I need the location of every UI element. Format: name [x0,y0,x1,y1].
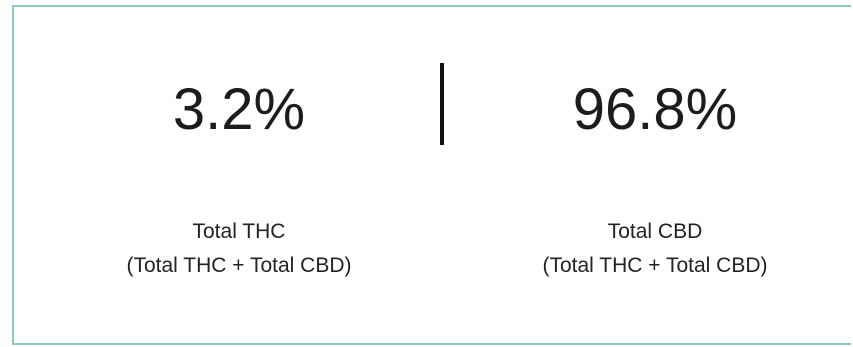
thc-label-formula: (Total THC + Total CBD) [126,254,352,277]
stat-divider [440,63,444,145]
cbd-label-formula: (Total THC + Total CBD) [542,254,768,277]
cannabinoid-ratio-card: 3.2% 96.8% Total THC (Total THC + Total … [12,5,851,345]
thc-percentage-value: 3.2% [172,77,306,142]
thc-label: Total THC (Total THC + Total CBD) [54,215,424,283]
cbd-percentage-value: 96.8% [572,77,738,142]
thc-label-title: Total THC [192,220,286,243]
cbd-label: Total CBD (Total THC + Total CBD) [470,215,840,283]
cbd-label-title: Total CBD [607,220,703,243]
